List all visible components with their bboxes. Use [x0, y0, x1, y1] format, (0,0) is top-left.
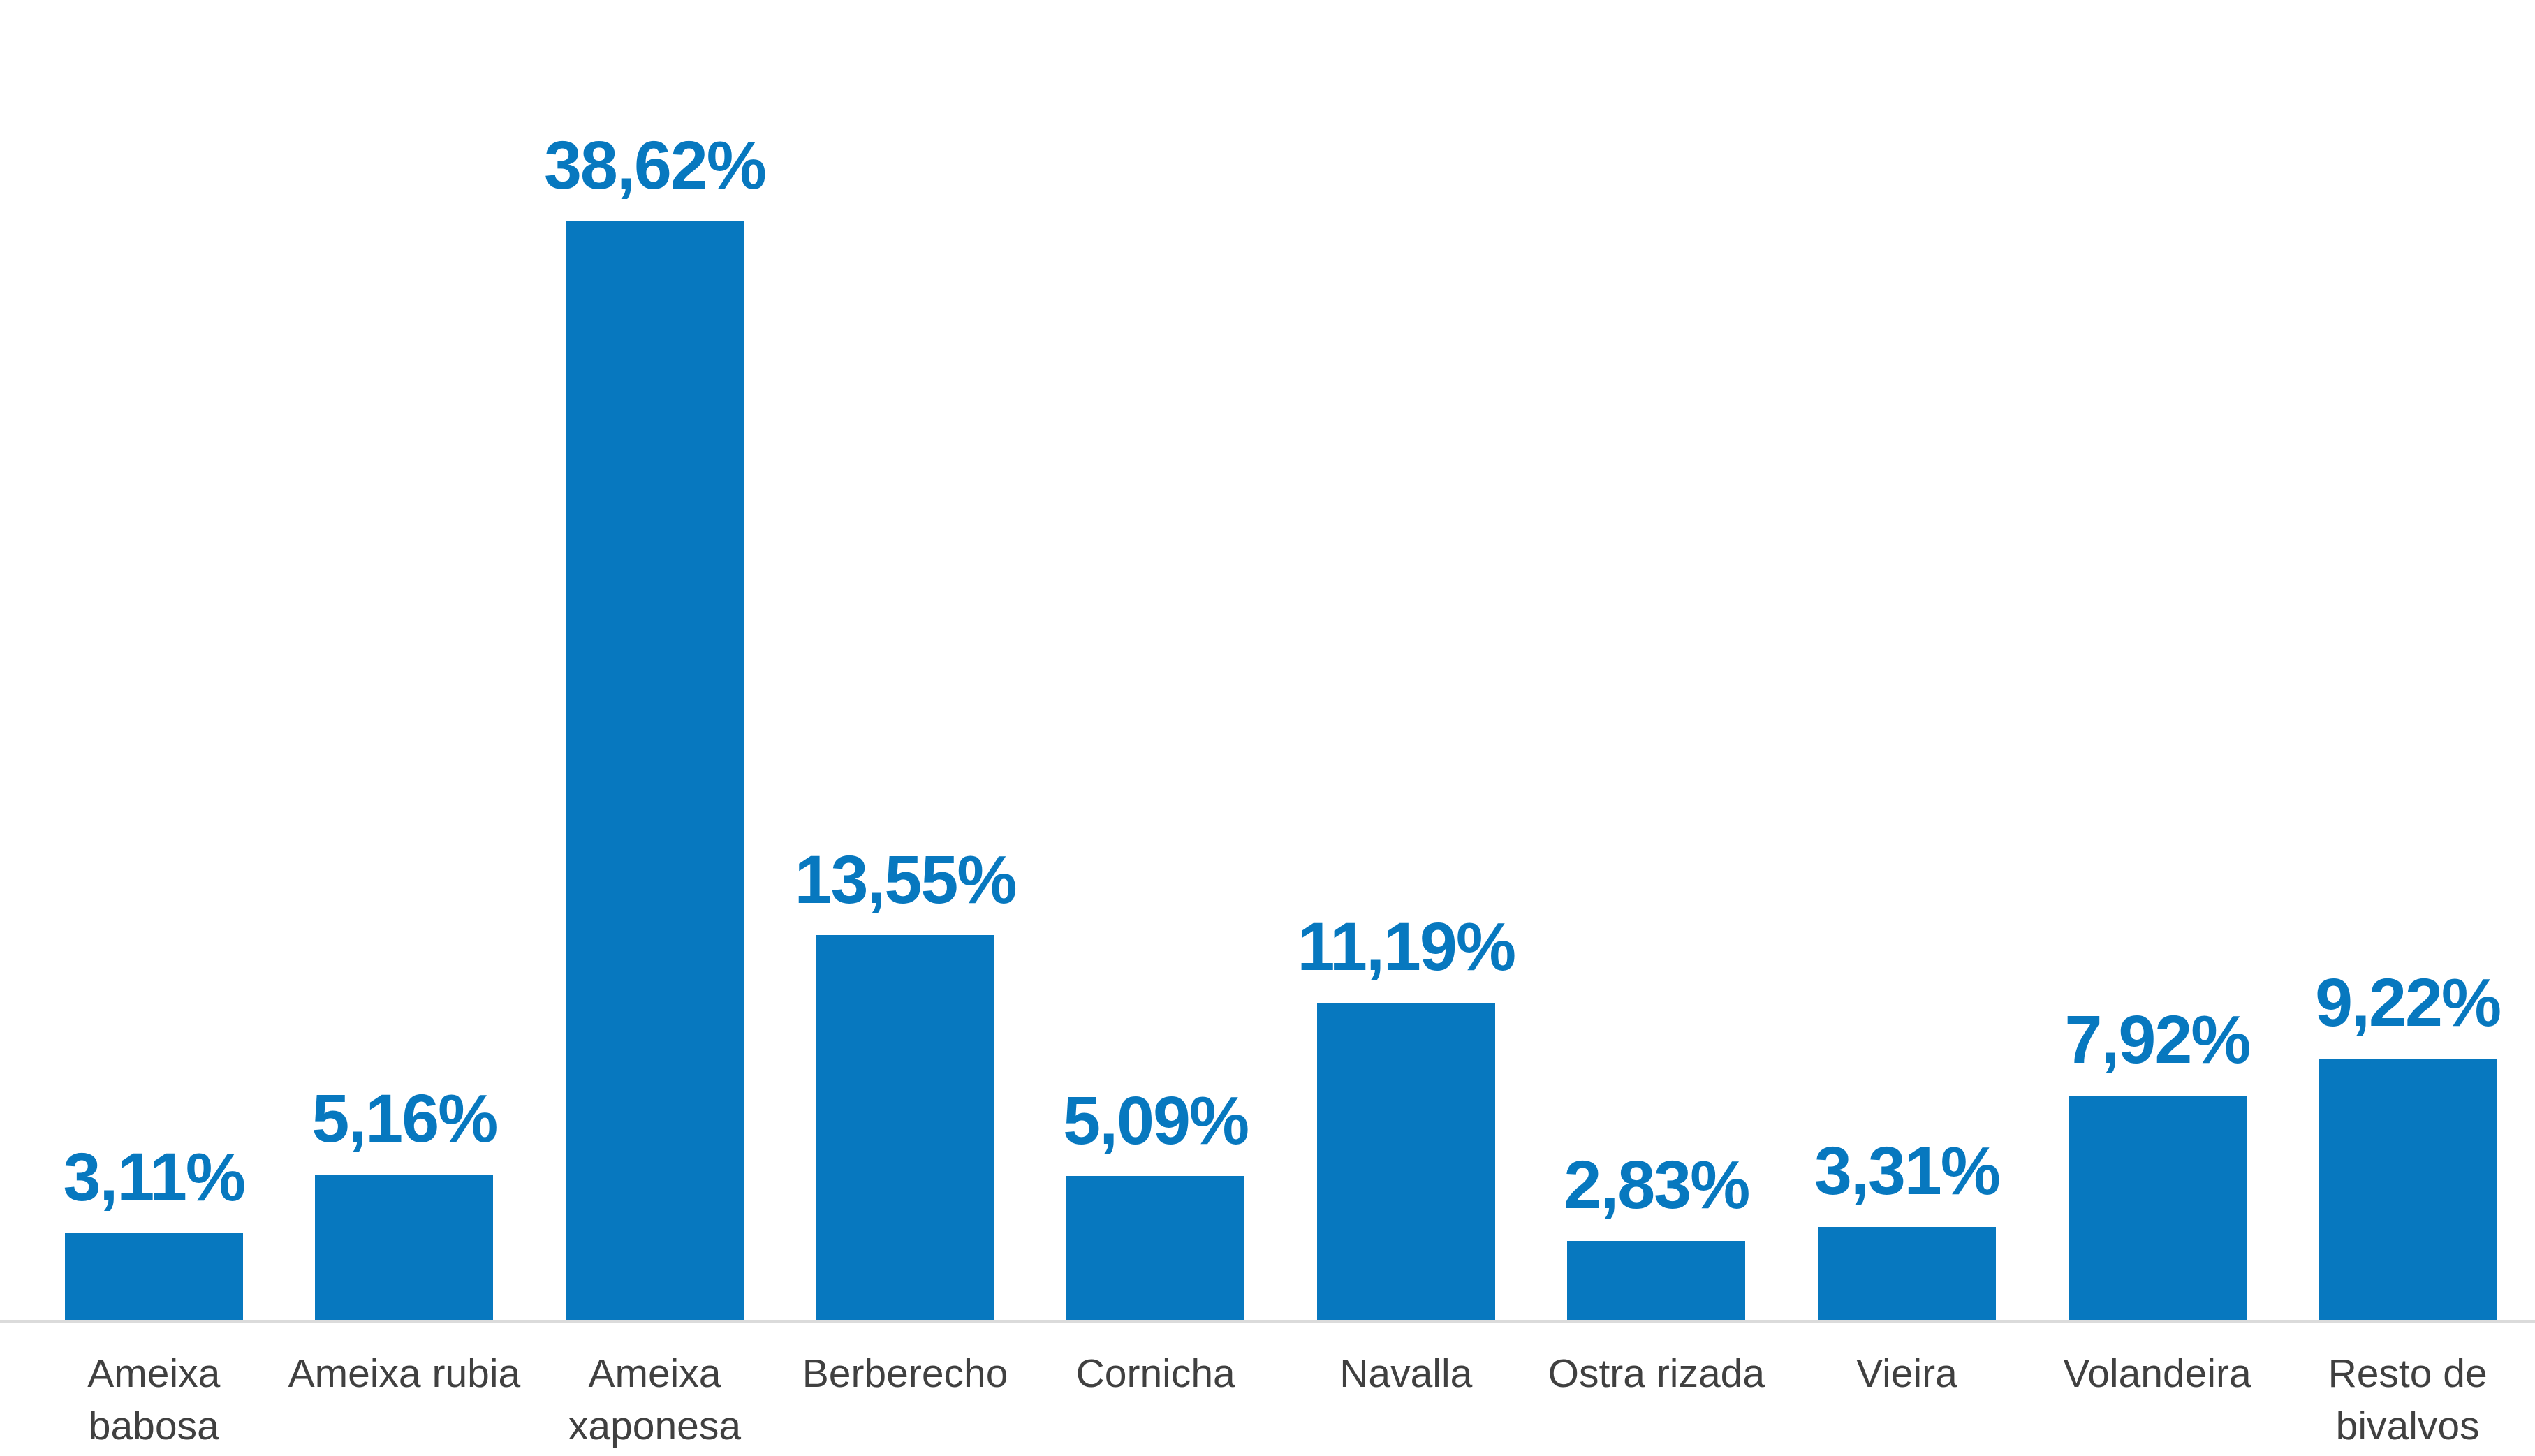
bar-column: 5,16% — [279, 0, 530, 1321]
bar-value-label: 3,11% — [63, 1138, 246, 1215]
bar-value-label: 5,16% — [311, 1080, 498, 1156]
bar — [1817, 1227, 1996, 1321]
bar — [1066, 1176, 1245, 1321]
bar-value-label: 3,31% — [1814, 1133, 2001, 1209]
bar-column: 9,22% — [2282, 0, 2533, 1321]
bar-column: 3,11% — [29, 0, 279, 1321]
bar-value-label: 13,55% — [794, 841, 1017, 918]
bar-value-label: 38,62% — [543, 127, 767, 204]
bar-column: 11,19% — [1281, 0, 1531, 1321]
category-label: Cornicha — [1075, 1351, 1235, 1396]
bar-value-label: 9,22% — [2315, 964, 2501, 1041]
category-label: Ameixa babosa — [87, 1351, 221, 1449]
bar-column: 38,62% — [529, 0, 780, 1321]
category-label: Navalla — [1339, 1351, 1473, 1396]
category-label: Volandeira — [2063, 1351, 2251, 1396]
bar — [565, 221, 744, 1321]
bar-value-label: 5,09% — [1063, 1082, 1249, 1159]
category-label: Ameixa xaponesa — [568, 1351, 742, 1449]
bar-column: 2,83% — [1531, 0, 1782, 1321]
bar — [1316, 1002, 1495, 1321]
bar — [2068, 1096, 2247, 1321]
bar-value-label: 2,83% — [1564, 1146, 1750, 1223]
bar-value-label: 11,19% — [1297, 908, 1516, 985]
bar-column: 5,09% — [1030, 0, 1281, 1321]
bar — [816, 935, 994, 1321]
category-label: Vieira — [1856, 1351, 1957, 1396]
bar — [1567, 1240, 1746, 1321]
category-label: Berberecho — [802, 1351, 1008, 1396]
bar-column: 7,92% — [2032, 0, 2283, 1321]
category-label: Resto de bivalvos — [2328, 1351, 2488, 1449]
category-label: Ameixa rubia — [288, 1351, 521, 1396]
x-axis-line — [0, 1320, 2535, 1323]
bar-column: 3,31% — [1781, 0, 2032, 1321]
bar-column: 13,55% — [780, 0, 1031, 1321]
bar — [64, 1233, 243, 1321]
x-axis-labels: Ameixa babosa Ameixa rubia Ameixa xapone… — [29, 1348, 2533, 1453]
bar-value-label: 7,92% — [2064, 1001, 2251, 1078]
bar — [315, 1174, 494, 1321]
category-label: Ostra rizada — [1548, 1351, 1765, 1396]
plot-area: 3,11% 5,16% 38,62% 13,55% 5,09% 11,19% 2… — [29, 0, 2533, 1321]
bar — [2319, 1059, 2497, 1321]
